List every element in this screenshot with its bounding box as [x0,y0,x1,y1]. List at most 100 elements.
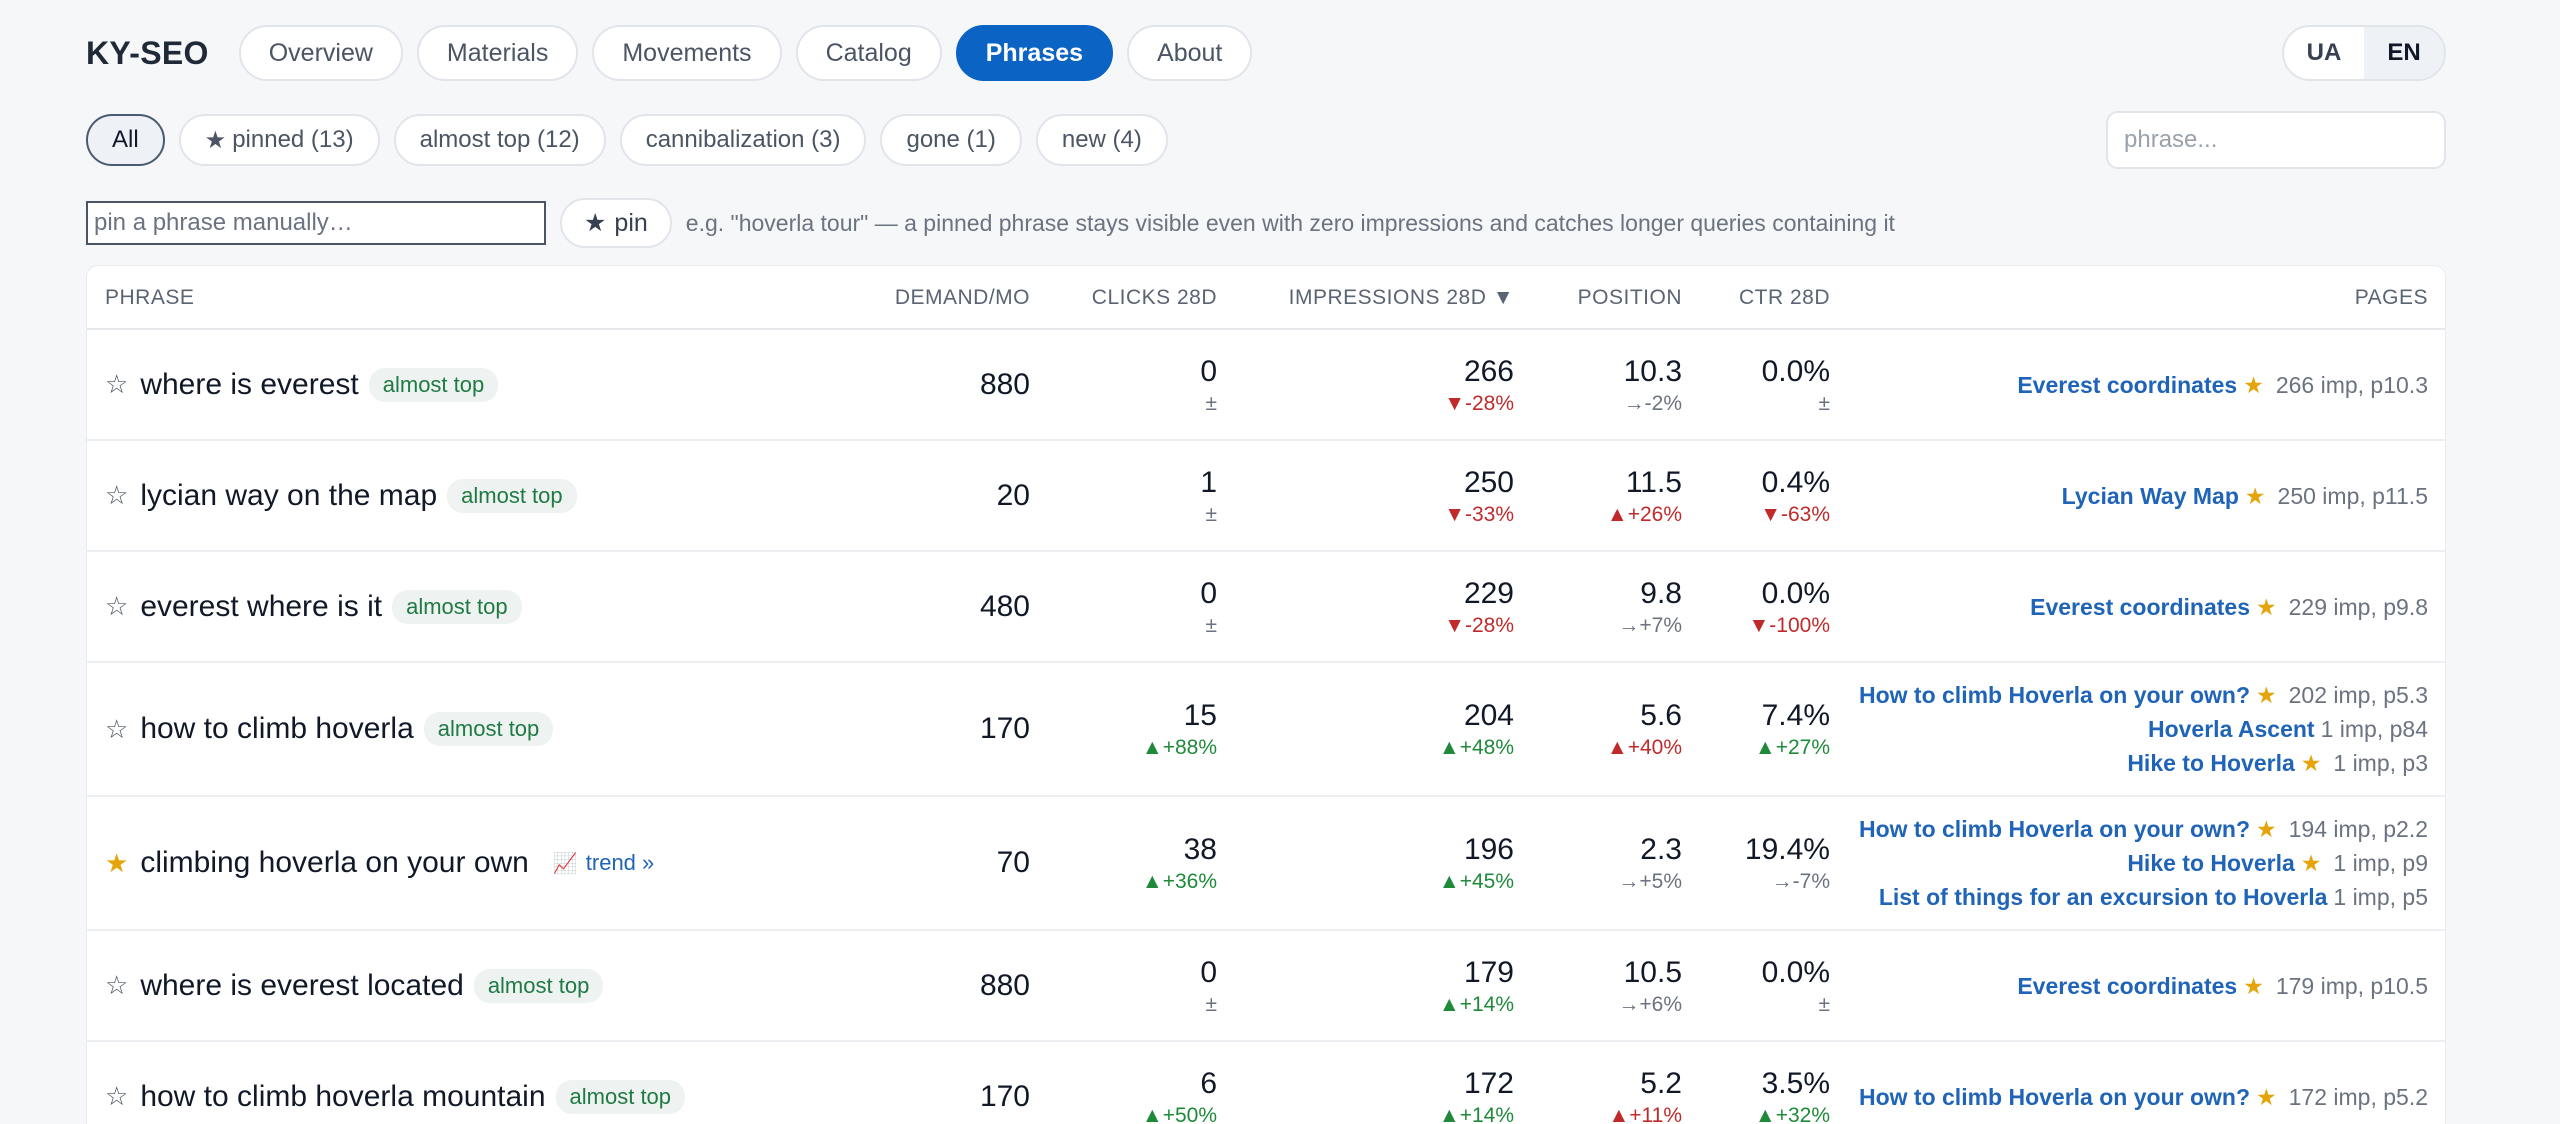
ctr-value: 19.4% [1744,833,1830,866]
language-switch: UA EN [2282,25,2446,81]
lang-ua-button[interactable]: UA [2306,39,2342,66]
phrase-text[interactable]: lycian way on the map [140,478,438,512]
page-link[interactable]: Everest coordinates [2030,593,2250,620]
pin-star-icon[interactable]: ★ [105,847,129,878]
ctr-delta: ▲+32% [1754,1103,1830,1124]
pos-cell: 9.8 →+7% [1514,552,1682,661]
clicks-value: 1 [1200,465,1217,499]
pin-row: pin a phrase manually… ★ pin e.g. "hoverl… [86,198,2446,248]
pin-star-icon[interactable]: ☆ [105,970,129,1000]
impr-delta: ▲+14% [1438,992,1514,1016]
col-impressions[interactable]: IMPRESSIONS 28D ▼ [1288,286,1514,309]
ctr-cell: 3.5% ▲+32% [1682,1042,1830,1124]
tab-about[interactable]: About [1127,25,1253,81]
pin-star-icon[interactable]: ☆ [105,1081,129,1111]
col-phrase[interactable]: PHRASE [105,286,195,309]
col-clicks[interactable]: CLICKS 28D [1091,286,1217,309]
impr-cell: 172 ▲+14% [1217,1042,1514,1124]
tab-materials[interactable]: Materials [416,25,579,81]
phrase-cell: ☆ how to climb hoverla almost top [105,663,785,795]
phrase-text[interactable]: where is everest [140,367,359,401]
table-row: ★ climbing hoverla on your own 📈 trend » 70 3… [87,797,2445,931]
pin-star-icon[interactable]: ☆ [105,480,129,510]
pages-cell: How to climb Hoverla on your own? ★ 194 im… [1830,797,2428,929]
page-meta: 172 imp, p5.2 [2288,1083,2428,1110]
pages-cell: How to climb Hoverla on your own? ★ 202 im… [1830,663,2428,795]
col-pages[interactable]: PAGES [2354,286,2428,309]
impr-delta: ▲+45% [1438,870,1514,893]
pages-cell: Everest coordinates ★ 179 imp, p10.5 [1830,931,2428,1040]
clicks-cell: 0 ± [1030,931,1217,1040]
demand-value: 880 [979,367,1030,401]
tab-catalog[interactable]: Catalog [795,25,942,81]
filter-gone[interactable]: gone (1) [880,114,1022,166]
phrase-text[interactable]: everest where is it [140,589,383,623]
pos-cell: 5.6 ▲+40% [1514,663,1682,795]
almost-top-badge: almost top [423,712,554,746]
filter-cannibalization[interactable]: cannibalization (3) [619,114,867,166]
clicks-delta: ▲+88% [1141,736,1217,759]
tab-movements[interactable]: Movements [592,25,782,81]
ctr-delta: ± [1818,992,1830,1016]
filter-new[interactable]: new (4) [1035,114,1168,166]
clicks-cell: 6 ▲+50% [1030,1042,1217,1124]
page-entry: Everest coordinates ★ 179 imp, p10.5 [2017,969,2428,1003]
table-row: ☆ everest where is it almost top 480 0 ±229 ▼-… [87,552,2445,663]
impr-delta: ▲+48% [1438,736,1514,759]
ctr-delta: ▲+27% [1754,736,1830,759]
impr-cell: 266 ▼-28% [1217,330,1514,439]
page-link[interactable]: How to climb Hoverla on your own? [1858,682,2250,708]
pin-button[interactable]: ★ pin [560,198,672,248]
brand-logo[interactable]: KY-SEO [86,34,209,71]
lang-en-button[interactable]: EN [2364,27,2444,79]
col-position[interactable]: POSITION [1577,286,1682,309]
page-link[interactable]: Hike to Hoverla [2127,850,2295,876]
page-link[interactable]: Everest coordinates [2017,371,2238,398]
phrase-text[interactable]: where is everest located [140,968,464,1002]
col-ctr[interactable]: CTR 28D [1738,286,1830,309]
demand-value: 170 [979,712,1030,745]
phrase-search-input[interactable]: phrase... [2106,111,2446,169]
pos-delta: →-2% [1623,391,1682,415]
page-link[interactable]: How to climb Hoverla on your own? [1858,1083,2250,1110]
page-link[interactable]: Everest coordinates [2017,972,2238,999]
page-entry: Everest coordinates ★ 266 imp, p10.3 [2017,368,2428,402]
ctr-cell: 19.4% →-7% [1682,797,1830,929]
filter-all[interactable]: All [86,114,165,166]
page-entry: Lycian Way Map ★ 250 imp, p11.5 [2062,479,2428,513]
pos-value: 2.3 [1640,833,1682,866]
page-meta: 266 imp, p10.3 [2275,371,2428,398]
impr-delta: ▼-28% [1444,391,1514,415]
page-link[interactable]: Hoverla Ascent [2147,716,2315,742]
filter-almost-top[interactable]: almost top (12) [393,114,606,166]
col-demand[interactable]: DEMAND/MO [894,286,1030,309]
clicks-cell: 0 ± [1030,552,1217,661]
pin-star-icon[interactable]: ☆ [105,369,129,399]
page-link[interactable]: Lycian Way Map [2061,482,2239,509]
page-link[interactable]: List of things for an excursion to Hover… [1878,884,2328,910]
pos-value: 10.5 [1623,955,1682,989]
page-link[interactable]: How to climb Hoverla on your own? [1858,816,2250,842]
tab-overview[interactable]: Overview [238,25,403,81]
phrase-text[interactable]: how to climb hoverla mountain [140,1079,546,1113]
ctr-cell: 0.0% ± [1682,330,1830,439]
pin-star-icon[interactable]: ☆ [105,591,129,621]
pin-star-icon[interactable]: ☆ [105,713,129,744]
ctr-cell: 0.4% ▼-63% [1682,441,1830,550]
pin-phrase-input[interactable]: pin a phrase manually… [86,201,546,245]
page-link[interactable]: Hike to Hoverla [2127,750,2295,776]
phrase-cell: ☆ where is everest almost top [105,330,785,439]
tab-phrases[interactable]: Phrases [955,25,1114,81]
trend-link[interactable]: 📈 trend » [553,850,654,876]
impr-value: 229 [1463,576,1514,610]
clicks-delta: ▲+50% [1141,1103,1217,1124]
demand-cell: 480 [787,552,1030,661]
page-meta: 194 imp, p2.2 [2288,816,2428,842]
clicks-value: 0 [1200,354,1217,388]
impr-delta: ▲+14% [1438,1103,1514,1124]
phrase-text[interactable]: how to climb hoverla [140,712,414,745]
pos-delta: →+7% [1618,613,1682,637]
demand-value: 880 [979,968,1030,1002]
phrase-text[interactable]: climbing hoverla on your own [140,846,529,879]
filter-pinned[interactable]: ★ pinned (13) [178,114,380,166]
